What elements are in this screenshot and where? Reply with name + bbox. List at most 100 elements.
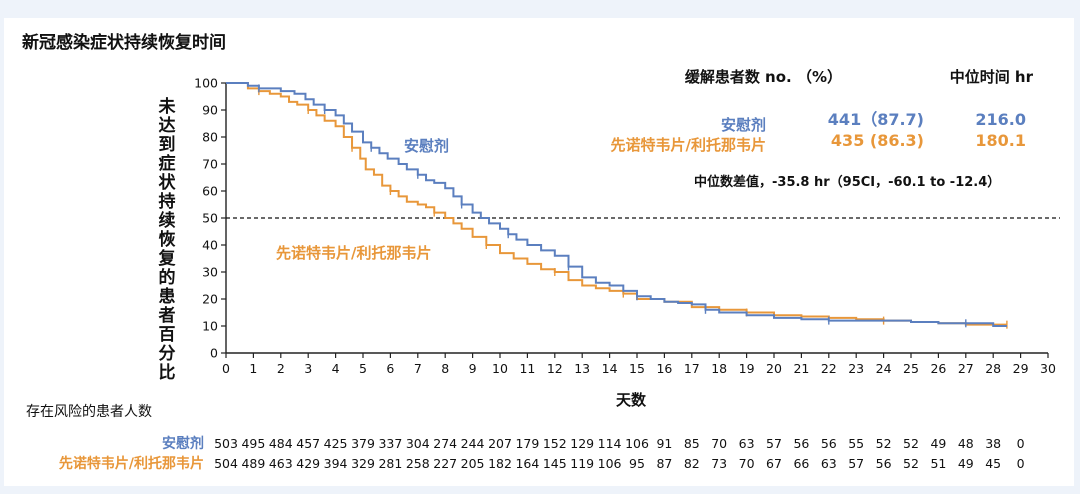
y-axis-label-char: 持 [159, 191, 176, 212]
risk-value: 145 [543, 456, 567, 471]
y-tick-label: 70 [202, 157, 218, 172]
x-tick-label: 28 [985, 361, 1001, 376]
y-tick-label: 40 [202, 238, 218, 253]
x-tick-label: 26 [930, 361, 946, 376]
x-tick-label: 9 [469, 361, 477, 376]
y-tick-label: 80 [202, 130, 218, 145]
risk-value: 489 [241, 456, 265, 471]
y-axis-label-char: 未 [158, 96, 176, 117]
x-tick-label: 14 [602, 361, 618, 376]
y-tick-label: 90 [202, 103, 218, 118]
legend-stats-treatment: 435 (86.3) [831, 131, 924, 150]
x-tick-label: 30 [1040, 361, 1056, 376]
y-axis-label-char: 恢 [159, 229, 176, 250]
x-tick-label: 20 [766, 361, 782, 376]
x-tick-label: 15 [629, 361, 645, 376]
risk-value: 63 [739, 436, 755, 451]
risk-value: 258 [406, 456, 430, 471]
risk-table: 503 495 484 457 425 379 337 304 274 244 207 179 152 1… [214, 436, 1025, 471]
y-axis-label-char: 分 [159, 344, 176, 364]
risk-value: 67 [766, 456, 782, 471]
x-axis-label: 天数 [616, 391, 647, 409]
median-difference-note: 中位数差值，-35.8 hr（95CI，-60.1 to -12.4） [694, 174, 1000, 190]
chart-title: 新冠感染症状持续恢复时间 [22, 32, 226, 53]
risk-value: 179 [515, 436, 539, 451]
x-tick-label: 22 [821, 361, 837, 376]
risk-value: 106 [598, 456, 622, 471]
risk-value: 95 [629, 456, 645, 471]
risk-value: 73 [711, 456, 727, 471]
x-tick-label: 17 [684, 361, 700, 376]
risk-value: 429 [296, 456, 320, 471]
legend-header-median: 中位时间 hr [950, 68, 1034, 86]
curve-placebo [226, 82, 1007, 327]
y-tick-label: 10 [202, 319, 218, 334]
y-tick-label: 20 [202, 292, 218, 307]
risk-value: 304 [406, 436, 430, 451]
risk-value: 182 [488, 456, 512, 471]
x-tick-label: 6 [386, 361, 394, 376]
x-tick-label: 2 [277, 361, 285, 376]
risk-value: 70 [711, 436, 727, 451]
x-tick-label: 21 [793, 361, 809, 376]
risk-value: 56 [793, 436, 809, 451]
y-axis-label-char: 患 [159, 287, 176, 307]
y-tick-label: 100 [194, 76, 218, 91]
risk-value: 91 [656, 436, 672, 451]
y-axis-label-char: 比 [159, 362, 176, 383]
y-axis-label-char: 达 [159, 115, 176, 136]
risk-value: 329 [351, 456, 375, 471]
x-tick-label: 16 [656, 361, 672, 376]
risk-value: 45 [985, 456, 1001, 471]
risk-value: 274 [433, 436, 457, 451]
risk-value: 495 [241, 436, 265, 451]
risk-value: 0 [1017, 456, 1025, 471]
risk-value: 56 [821, 436, 837, 451]
risk-value: 504 [214, 456, 238, 471]
risk-value: 484 [269, 436, 293, 451]
y-axis-label-char: 状 [159, 172, 177, 193]
risk-value: 49 [930, 436, 946, 451]
risk-value: 281 [378, 456, 402, 471]
legend-header-stats: 缓解患者数 no. （%） [685, 68, 842, 86]
x-tick-label: 10 [492, 361, 508, 376]
legend-stats-placebo: 441（87.7) [828, 110, 924, 129]
risk-value: 114 [598, 436, 622, 451]
risk-table-title: 存在风险的患者人数 [26, 404, 152, 420]
x-tick-label: 1 [249, 361, 257, 376]
risk-value: 52 [876, 436, 892, 451]
risk-row-label-treatment: 先诺特韦片/利托那韦片 [59, 455, 204, 472]
y-axis-label-char: 续 [159, 210, 176, 231]
risk-value: 63 [821, 456, 837, 471]
risk-value: 70 [739, 456, 755, 471]
x-tick-label: 13 [574, 361, 590, 376]
legend-name-placebo: 安慰剂 [721, 116, 766, 134]
risk-value: 164 [515, 456, 539, 471]
x-tick-label: 19 [739, 361, 755, 376]
x-tick-label: 27 [958, 361, 974, 376]
y-tick-label: 0 [210, 346, 218, 361]
legend-median-placebo: 216.0 [975, 110, 1026, 129]
risk-value: 48 [958, 436, 974, 451]
risk-value: 57 [848, 456, 864, 471]
y-axis-label-char: 症 [159, 153, 176, 174]
risk-value: 55 [848, 436, 864, 451]
risk-value: 85 [684, 436, 700, 451]
x-tick-label: 0 [222, 361, 230, 376]
risk-value: 87 [656, 456, 672, 471]
series-label-placebo: 安慰剂 [404, 137, 449, 155]
risk-value: 152 [543, 436, 567, 451]
risk-row-label-placebo: 安慰剂 [162, 435, 204, 452]
risk-value: 57 [766, 436, 782, 451]
series-label-treatment: 先诺特韦片/利托那韦片 [276, 244, 431, 262]
risk-value: 82 [684, 456, 700, 471]
y-axis-label-char: 者 [158, 305, 176, 326]
x-tick-label: 18 [711, 361, 727, 376]
x-tick-label: 5 [359, 361, 367, 376]
y-tick-label: 30 [202, 265, 218, 280]
risk-value: 119 [570, 456, 594, 471]
risk-value: 106 [625, 436, 649, 451]
risk-value: 129 [570, 436, 594, 451]
x-tick-label: 12 [547, 361, 563, 376]
